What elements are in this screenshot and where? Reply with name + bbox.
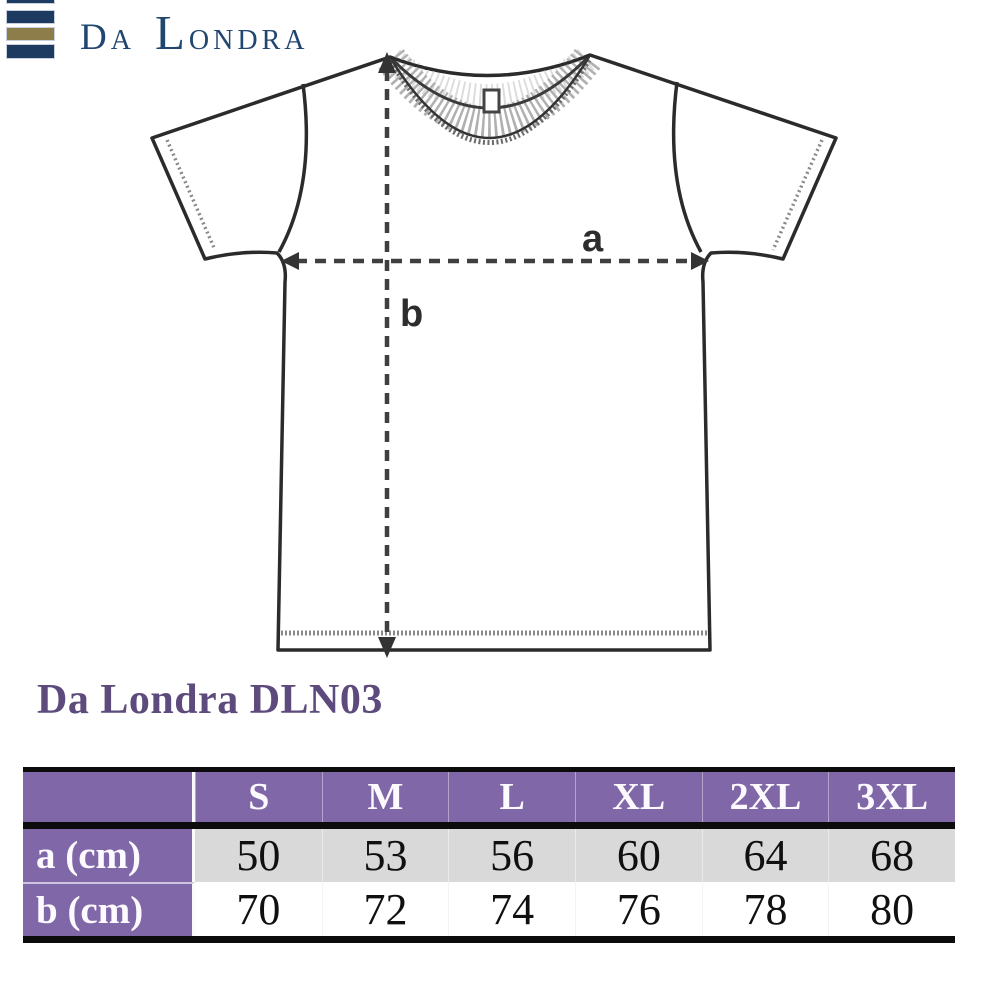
row-b-label: b (cm) <box>23 882 195 936</box>
collar-back-neckline <box>389 53 591 77</box>
size-col-header-l: L <box>448 772 575 822</box>
size-col-header-xl: XL <box>574 772 702 822</box>
size-table: S M L XL 2XL 3XL a (cm) 50 53 56 60 64 6… <box>23 767 955 943</box>
collar-ribbing-main <box>378 47 602 139</box>
value-b-m: 72 <box>321 882 449 936</box>
value-b-2xl: 78 <box>701 882 829 936</box>
logo-bars-icon <box>7 0 54 59</box>
value-b-xl: 76 <box>574 882 702 936</box>
arrow-left-icon <box>281 252 299 270</box>
brand-name: D A L ONDRA <box>80 8 308 61</box>
value-a-2xl: 64 <box>701 829 829 882</box>
row-a-label: a (cm) <box>23 829 195 882</box>
brand-word1-initial: D <box>80 17 111 58</box>
value-a-s: 50 <box>195 829 322 882</box>
brand-word2-rest: ONDRA <box>188 25 309 56</box>
brand-word1-rest: A <box>110 25 135 56</box>
logo-bar-icon <box>7 11 54 23</box>
logo-bar-icon <box>7 28 54 40</box>
collar-tag <box>482 88 501 114</box>
size-col-header-s: S <box>195 772 322 822</box>
collar-outer-edge <box>389 56 591 140</box>
left-armhole-seam <box>277 83 309 253</box>
collar-outer-stitch <box>388 58 592 145</box>
logo-bar-icon <box>7 45 54 58</box>
right-armhole-seam <box>671 81 703 253</box>
size-col-header-m: M <box>321 772 449 822</box>
right-sleeve-stitch <box>771 139 824 251</box>
table-row-b: b (cm) 70 72 74 76 78 80 <box>23 882 955 936</box>
value-a-l: 56 <box>448 829 575 882</box>
value-b-l: 74 <box>448 882 575 936</box>
size-col-header-3xl: 3XL <box>828 772 955 822</box>
measure-a-label: a <box>582 218 604 260</box>
value-a-3xl: 68 <box>828 829 955 882</box>
product-title: Da Londra DLN03 <box>37 677 383 723</box>
brand-word2-initial: L <box>154 5 189 60</box>
table-row-a: a (cm) 50 53 56 60 64 68 <box>23 829 955 882</box>
size-table-header-row: S M L XL 2XL 3XL <box>23 772 955 829</box>
tshirt-drawing: b a <box>150 47 838 658</box>
tshirt-diagram: b a <box>150 47 838 658</box>
value-b-3xl: 80 <box>828 882 955 936</box>
logo-bar-icon <box>7 0 54 3</box>
arrow-up-icon <box>378 52 396 73</box>
size-col-header-2xl: 2XL <box>701 772 829 822</box>
arrow-down-icon <box>378 637 396 658</box>
brand-logo: D A L ONDRA <box>0 0 360 70</box>
measure-b-label: b <box>400 293 423 335</box>
value-a-xl: 60 <box>574 829 702 882</box>
left-sleeve-stitch <box>165 139 217 251</box>
arrow-right-icon <box>691 252 709 270</box>
size-table-corner-cell <box>23 772 195 822</box>
value-a-m: 53 <box>321 829 449 882</box>
value-b-s: 70 <box>195 882 322 936</box>
